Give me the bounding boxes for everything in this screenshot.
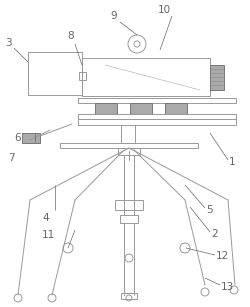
Bar xyxy=(118,148,140,155)
Bar xyxy=(22,133,40,143)
Text: 11: 11 xyxy=(42,230,55,240)
Bar xyxy=(78,114,235,119)
Bar xyxy=(78,119,235,125)
Text: 6: 6 xyxy=(14,133,20,143)
Text: 2: 2 xyxy=(210,229,217,239)
Bar xyxy=(164,103,186,114)
Text: 12: 12 xyxy=(215,251,228,261)
Text: 9: 9 xyxy=(110,11,116,21)
Bar xyxy=(130,103,152,114)
Text: 10: 10 xyxy=(157,5,170,15)
Text: 3: 3 xyxy=(5,38,12,48)
Text: 4: 4 xyxy=(42,213,48,223)
Bar xyxy=(82,58,209,96)
Bar xyxy=(79,72,86,80)
Bar xyxy=(114,200,142,210)
Text: 5: 5 xyxy=(205,205,212,215)
Bar xyxy=(120,215,138,223)
Bar xyxy=(120,293,136,299)
Bar xyxy=(94,103,116,114)
Bar xyxy=(209,65,223,90)
Bar xyxy=(60,143,197,148)
Text: 1: 1 xyxy=(228,157,235,167)
Bar xyxy=(28,52,82,95)
Text: 7: 7 xyxy=(8,153,14,163)
Bar xyxy=(120,125,134,143)
Text: 13: 13 xyxy=(220,282,233,292)
Text: 8: 8 xyxy=(67,31,73,41)
Bar xyxy=(78,98,235,103)
